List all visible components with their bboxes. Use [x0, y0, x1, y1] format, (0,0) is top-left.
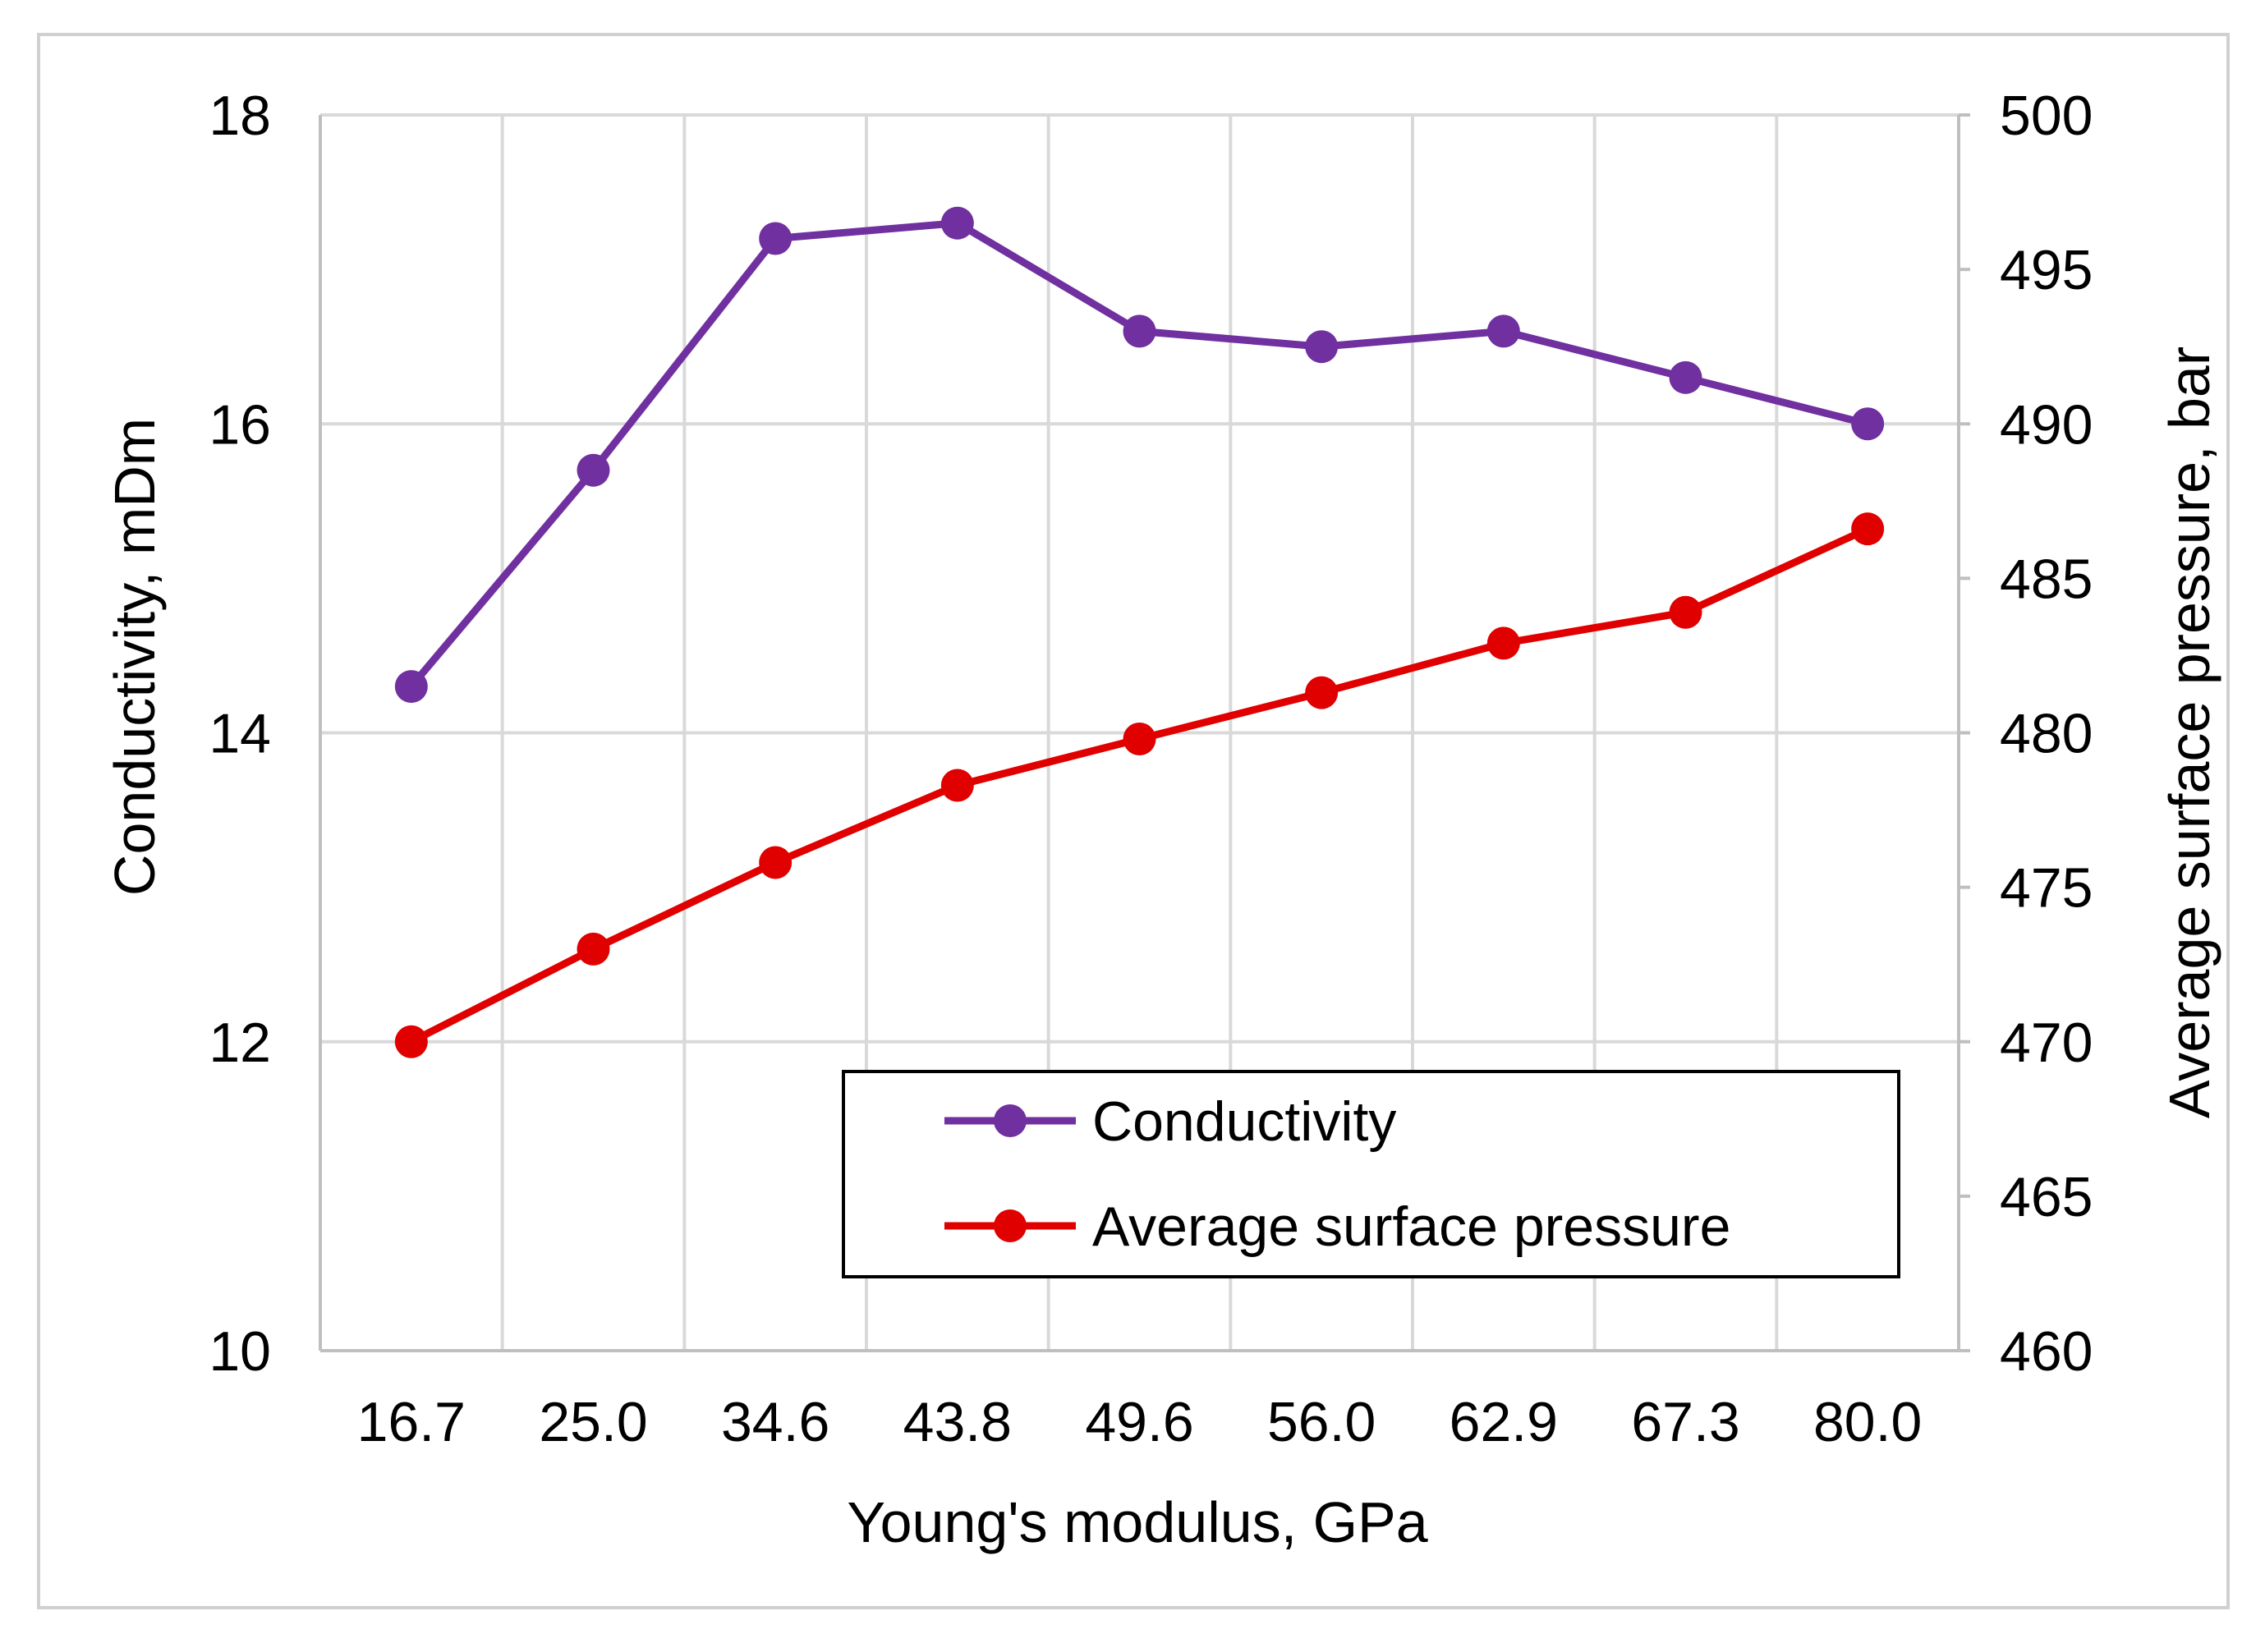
data-point-average-surface-pressure [1851, 512, 1885, 546]
tick-labels: 10 12 14 16 18 460 465 470 475 480 485 490 495 500 16.… [209, 85, 2093, 1453]
y-left-tick-label: 16 [209, 393, 271, 456]
y-right-tick-label: 465 [2000, 1166, 2093, 1228]
y-right-tick-label: 480 [2000, 703, 2093, 765]
y-right-tick-label: 500 [2000, 85, 2093, 147]
data-point-conductivity [394, 670, 428, 704]
x-tick-label: 43.8 [903, 1391, 1012, 1453]
y-axis-right-title: Average surface pressure, bar [2157, 346, 2221, 1118]
x-tick-label: 16.7 [357, 1391, 466, 1453]
data-point-conductivity [1669, 360, 1702, 394]
data-point-conductivity [759, 222, 793, 255]
x-tick-label: 67.3 [1631, 1391, 1739, 1453]
y-left-tick-label: 18 [209, 85, 271, 147]
y-right-tick-label: 485 [2000, 548, 2093, 610]
legend-label-pressure: Average surface pressure [1092, 1195, 1730, 1258]
x-tick-label: 56.0 [1267, 1391, 1376, 1453]
legend-marker-pressure [994, 1209, 1027, 1242]
y-axis-left-title: Conductivity, mDm [103, 418, 167, 896]
legend-marker-conductivity [994, 1104, 1027, 1137]
data-point-average-surface-pressure [1305, 676, 1339, 709]
data-point-average-surface-pressure [1486, 626, 1520, 660]
x-tick-label: 34.6 [721, 1391, 829, 1453]
data-point-conductivity [940, 206, 974, 240]
data-point-average-surface-pressure [577, 932, 610, 966]
data-point-average-surface-pressure [394, 1025, 428, 1058]
data-point-conductivity [1486, 314, 1520, 348]
y-right-tick-label: 490 [2000, 393, 2093, 456]
data-point-average-surface-pressure [940, 769, 974, 802]
y-right-tick-label: 475 [2000, 857, 2093, 920]
y-right-tick-label: 460 [2000, 1320, 2093, 1383]
data-point-conductivity [577, 453, 610, 487]
x-tick-label: 80.0 [1813, 1391, 1922, 1453]
x-tick-label: 49.6 [1085, 1391, 1193, 1453]
legend-label-conductivity: Conductivity [1092, 1090, 1396, 1153]
data-point-average-surface-pressure [1123, 723, 1156, 756]
y-right-tick-label: 495 [2000, 239, 2093, 301]
data-point-average-surface-pressure [759, 846, 793, 879]
x-tick-label: 62.9 [1450, 1391, 1558, 1453]
axes [319, 113, 1970, 1352]
x-tick-label: 25.0 [539, 1391, 647, 1453]
data-point-conductivity [1851, 407, 1885, 441]
y-left-tick-label: 14 [209, 703, 271, 765]
x-axis-title: Young's modulus, GPa [847, 1490, 1427, 1554]
chart-border [37, 33, 2230, 1609]
y-right-tick-label: 470 [2000, 1012, 2093, 1074]
data-point-average-surface-pressure [1669, 595, 1702, 629]
data-point-conductivity [1305, 330, 1339, 364]
legend: Conductivity Average surface pressure [842, 1070, 1900, 1278]
y-left-tick-label: 10 [209, 1320, 271, 1383]
y-left-tick-label: 12 [209, 1012, 271, 1074]
series-layer [394, 206, 1885, 1058]
legend-box [842, 1070, 1900, 1278]
data-point-conductivity [1123, 314, 1156, 348]
